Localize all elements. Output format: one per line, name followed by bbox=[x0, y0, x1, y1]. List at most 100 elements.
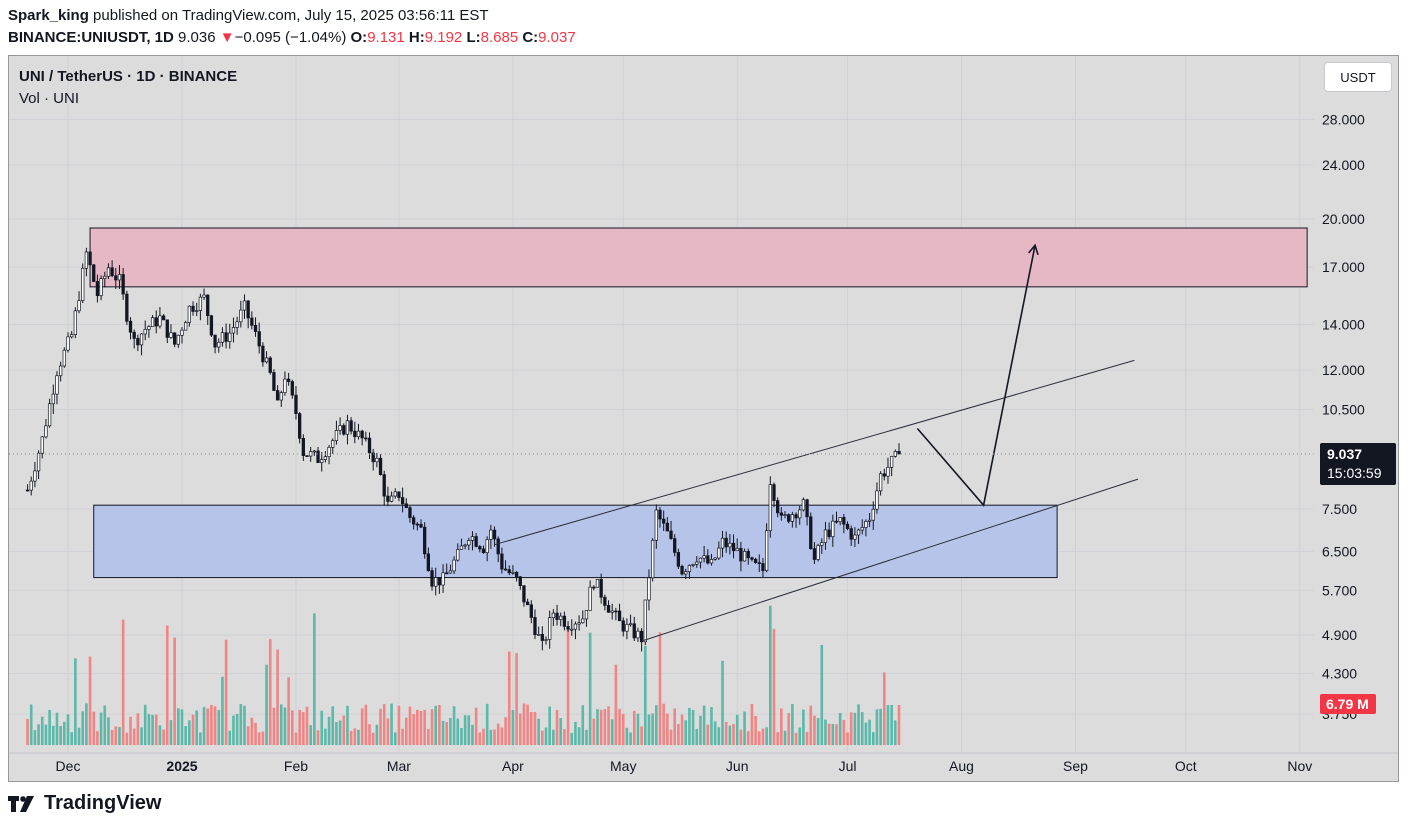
candle-body bbox=[639, 630, 644, 643]
candle-body bbox=[250, 317, 254, 326]
volume-bar bbox=[643, 645, 647, 745]
candle-body bbox=[507, 569, 511, 574]
candle-body bbox=[305, 455, 309, 457]
price-chart[interactable]: 28.000 24.000 20.000 17.000 14.000 12.000 10.5… bbox=[9, 56, 1398, 781]
volume-bar bbox=[445, 722, 449, 745]
candle-body bbox=[143, 329, 147, 335]
volume-bar bbox=[239, 704, 243, 745]
volume-bar bbox=[732, 724, 735, 745]
candle-body bbox=[481, 548, 486, 554]
candle-body bbox=[606, 605, 611, 613]
low-value: 8.685 bbox=[480, 29, 519, 46]
volume-bar bbox=[614, 664, 618, 745]
candle-body bbox=[581, 618, 585, 624]
volume-bar bbox=[772, 628, 776, 745]
volume-bar bbox=[890, 704, 893, 745]
candle-body bbox=[882, 473, 886, 477]
volume-bar bbox=[335, 722, 338, 745]
volume-bar bbox=[710, 707, 713, 745]
volume-bar bbox=[143, 704, 147, 745]
candle-body bbox=[636, 630, 640, 639]
candle-body bbox=[272, 372, 276, 391]
volume-bar bbox=[809, 705, 813, 745]
candle-body bbox=[121, 274, 125, 295]
candle-body bbox=[845, 523, 850, 529]
volume-bar bbox=[74, 658, 77, 745]
candle-body bbox=[213, 334, 217, 348]
volume-legend[interactable]: Vol · UNI bbox=[19, 90, 80, 107]
candle-body bbox=[327, 446, 331, 457]
candle-body bbox=[437, 577, 442, 586]
candle-body bbox=[717, 547, 721, 559]
volume-bar bbox=[780, 708, 783, 745]
volume-bar bbox=[489, 729, 493, 745]
chart-legend-title[interactable]: UNI / TetherUS · 1D · BINANCE bbox=[19, 68, 238, 85]
volume-bar bbox=[842, 719, 846, 745]
volume-bar bbox=[430, 709, 434, 745]
volume-bar bbox=[103, 705, 107, 745]
y-tick-label: 14.000 bbox=[1322, 316, 1365, 332]
candle-body bbox=[529, 604, 533, 618]
volume-bar bbox=[599, 709, 603, 745]
high-label: H: bbox=[408, 29, 425, 46]
candle-body bbox=[500, 553, 504, 570]
candle-body bbox=[187, 305, 191, 323]
candle-body bbox=[691, 564, 695, 566]
author-name[interactable]: Spark_king bbox=[8, 7, 89, 24]
volume-bar bbox=[416, 709, 419, 745]
candle-body bbox=[294, 394, 298, 414]
candle-body bbox=[323, 456, 328, 460]
candle-body bbox=[47, 403, 52, 427]
volume-bar bbox=[254, 722, 257, 745]
volume-bar bbox=[243, 705, 246, 745]
volume-bar bbox=[805, 732, 809, 745]
candle-body bbox=[533, 617, 537, 635]
volume-bar bbox=[662, 703, 665, 745]
candle-body bbox=[106, 267, 111, 277]
volume-bar bbox=[107, 717, 110, 745]
volume-bar bbox=[401, 728, 404, 745]
candle-body bbox=[239, 309, 243, 323]
candle-body bbox=[378, 457, 383, 476]
tradingview-logo[interactable]: TradingView bbox=[8, 792, 161, 815]
volume-bar bbox=[471, 724, 474, 745]
volume-bar bbox=[26, 718, 29, 745]
volume-bar bbox=[151, 714, 154, 745]
candle-body bbox=[544, 639, 548, 641]
candle-body bbox=[684, 571, 688, 575]
candle-body bbox=[805, 499, 809, 518]
y-tick-label: 10.500 bbox=[1322, 402, 1365, 418]
volume-bar bbox=[390, 703, 393, 745]
candle-body bbox=[827, 529, 831, 537]
candle-body bbox=[84, 251, 89, 269]
candle-body bbox=[117, 274, 122, 281]
volume-bar bbox=[537, 718, 540, 745]
trendline-channel-upper bbox=[494, 359, 1135, 546]
currency-button[interactable]: USDT bbox=[1324, 62, 1392, 92]
candle-body bbox=[58, 365, 63, 377]
y-tick-label: 4.900 bbox=[1322, 627, 1357, 643]
ohlc-line: BINANCE:UNIUSDT, 1D 9.036 ▼−0.095 (−1.04… bbox=[8, 29, 576, 46]
candle-body bbox=[673, 538, 677, 553]
candle-body bbox=[735, 548, 739, 552]
volume-bar bbox=[882, 672, 886, 745]
volume-bar bbox=[313, 613, 316, 745]
x-tick-label: Sep bbox=[1063, 758, 1088, 774]
volume-bar bbox=[754, 715, 757, 745]
volume-bar bbox=[309, 725, 312, 745]
candle-body bbox=[81, 267, 85, 301]
projection-path bbox=[916, 245, 1036, 507]
volume-bar bbox=[500, 727, 504, 745]
chart-frame[interactable]: 28.000 24.000 20.000 17.000 14.000 12.000 10.5… bbox=[8, 55, 1399, 782]
volume-bar bbox=[290, 710, 294, 745]
volume-bar bbox=[265, 664, 268, 745]
candle-body bbox=[548, 617, 552, 640]
candle-body bbox=[662, 518, 666, 524]
candle-body bbox=[871, 508, 875, 521]
candle-body bbox=[654, 509, 658, 541]
volume-bar bbox=[555, 709, 559, 745]
volume-bar bbox=[846, 732, 849, 745]
volume-bar bbox=[511, 710, 515, 745]
candle-body bbox=[415, 523, 419, 526]
candle-body bbox=[764, 530, 769, 571]
